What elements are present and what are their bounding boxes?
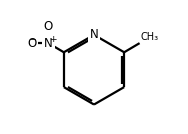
Text: N: N — [44, 37, 53, 50]
Text: CH₃: CH₃ — [140, 32, 158, 42]
Text: −: − — [28, 35, 35, 44]
Text: O: O — [27, 37, 36, 50]
Text: +: + — [49, 35, 56, 44]
Text: O: O — [44, 20, 53, 33]
Text: N: N — [90, 28, 98, 41]
